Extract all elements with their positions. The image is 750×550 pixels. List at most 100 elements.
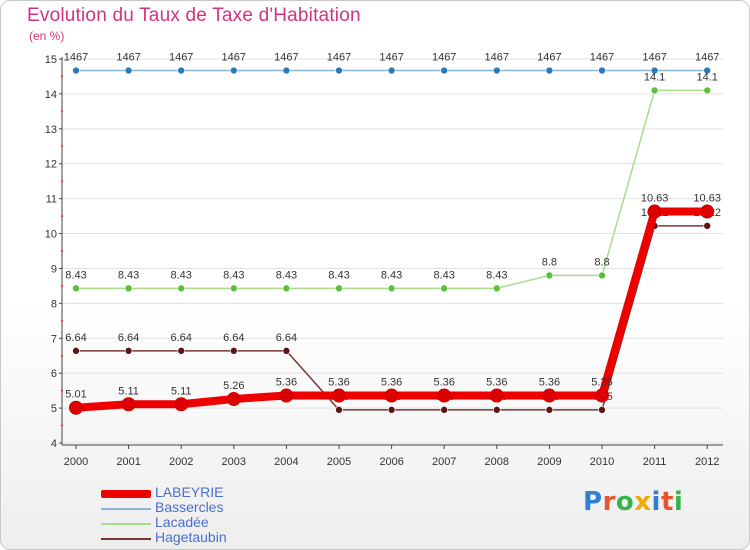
data-label-labeyrie-2003: 5.26 — [223, 380, 244, 392]
y-minor-tick — [60, 145, 64, 148]
y-minor-tick — [60, 249, 64, 253]
data-point-hagetaubin-2010 — [598, 406, 606, 414]
data-point-bassercles-2008 — [492, 66, 501, 75]
data-point-hagetaubin-2003 — [230, 347, 238, 355]
data-label-hagetaubin-2002: 6.64 — [170, 332, 191, 344]
logo-letter: i — [651, 487, 661, 517]
series-line-lacade — [75, 89, 708, 290]
data-label-lacade-2004: 8.43 — [276, 269, 297, 281]
x-tick-label-2004: 2004 — [274, 456, 298, 468]
data-point-lacade-2011 — [650, 86, 659, 95]
y-minor-tick — [60, 319, 64, 323]
data-label-labeyrie-2012: 10.63 — [693, 193, 721, 205]
data-point-labeyrie-2004 — [279, 388, 294, 403]
logo-letter: x — [634, 487, 652, 517]
x-tick-label-2000: 2000 — [64, 456, 88, 468]
legend-label-hagetaubin: Hagetaubin — [155, 529, 227, 545]
x-tick-label-2001: 2001 — [116, 456, 140, 468]
data-label-hagetaubin-2004: 6.64 — [276, 332, 297, 344]
x-tick-label-2008: 2008 — [485, 456, 509, 468]
legend-label-lacadee: Lacadée — [155, 514, 209, 530]
data-label-lacade-2006: 8.43 — [381, 269, 402, 281]
data-label-lacade-2001: 8.43 — [118, 269, 139, 281]
data-point-lacade-2012 — [703, 86, 712, 95]
data-label-labeyrie-2006: 5.36 — [381, 377, 402, 389]
data-label-labeyrie-2004: 5.36 — [276, 377, 297, 389]
data-point-bassercles-2007 — [440, 66, 449, 75]
data-point-labeyrie-2005 — [332, 388, 346, 403]
data-point-bassercles-2009 — [545, 66, 554, 75]
logo-letter: o — [615, 487, 635, 517]
data-label-lacade-2005: 8.43 — [328, 269, 349, 281]
y-tick-label-5: 5 — [51, 403, 57, 415]
x-tick-label-2012: 2012 — [695, 456, 719, 468]
y-minor-tick — [60, 389, 64, 392]
proxiti-logo: Proxiti — [583, 487, 683, 517]
data-point-lacade-2002 — [177, 284, 185, 293]
data-label-hagetaubin-2000: 6.64 — [65, 332, 86, 344]
chart-title: Evolution du Taux de Taxe d'Habitation — [27, 5, 361, 26]
data-label-bassercles-2010: 1467 — [590, 52, 614, 64]
data-point-labeyrie-2011 — [647, 204, 662, 219]
data-label-labeyrie-2001: 5.11 — [118, 385, 139, 397]
data-label-bassercles-2011: 1467 — [642, 52, 666, 64]
data-label-bassercles-2002: 1467 — [169, 52, 193, 64]
y-tick-label-9: 9 — [51, 263, 57, 275]
logo-letter: t — [660, 487, 674, 517]
data-label-labeyrie-2002: 5.11 — [171, 385, 192, 397]
data-label-lacade-2011: 14.1 — [644, 71, 665, 83]
data-point-hagetaubin-2009 — [545, 406, 554, 414]
legend-label-labeyrie: LABEYRIE — [155, 484, 224, 500]
data-point-bassercles-2001 — [124, 66, 133, 75]
data-label-lacade-2009: 8.8 — [542, 256, 557, 268]
x-tick-label-2009: 2009 — [537, 456, 561, 468]
data-point-lacade-2004 — [282, 284, 291, 293]
data-label-lacade-2008: 8.43 — [486, 269, 507, 281]
data-label-lacade-2010: 8.8 — [594, 256, 609, 268]
x-tick-label-2011: 2011 — [643, 456, 667, 468]
data-point-bassercles-2006 — [387, 66, 396, 75]
data-point-labeyrie-2012 — [700, 204, 715, 219]
data-label-labeyrie-2009: 5.36 — [539, 377, 560, 389]
data-point-lacade-2008 — [492, 284, 501, 293]
data-label-lacade-2002: 8.43 — [170, 269, 191, 281]
x-tick-label-2010: 2010 — [590, 456, 614, 468]
data-point-bassercles-2003 — [230, 66, 238, 75]
data-label-lacade-2003: 8.43 — [223, 269, 244, 281]
data-point-hagetaubin-2008 — [492, 406, 501, 414]
y-tick-label-11: 11 — [46, 194, 57, 206]
x-tick-label-2003: 2003 — [222, 456, 246, 468]
data-point-lacade-2010 — [598, 271, 606, 280]
data-label-labeyrie-2007: 5.36 — [433, 377, 454, 389]
data-point-hagetaubin-2005 — [335, 406, 343, 414]
data-label-bassercles-2000: 1467 — [64, 52, 88, 64]
data-point-labeyrie-2000 — [69, 400, 83, 415]
x-tick-label-2005: 2005 — [327, 456, 351, 468]
data-label-hagetaubin-2001: 6.64 — [118, 332, 139, 344]
data-point-labeyrie-2009 — [542, 388, 557, 403]
data-label-bassercles-2008: 1467 — [485, 52, 509, 64]
y-minor-tick — [60, 110, 64, 113]
data-point-lacade-2003 — [230, 284, 238, 293]
data-point-hagetaubin-2007 — [440, 406, 449, 414]
data-label-bassercles-2012: 1467 — [695, 52, 719, 64]
data-label-bassercles-2006: 1467 — [379, 52, 403, 64]
data-label-hagetaubin-2003: 6.64 — [223, 332, 244, 344]
data-label-labeyrie-2005: 5.36 — [328, 377, 349, 389]
data-point-labeyrie-2007 — [437, 388, 452, 403]
data-label-bassercles-2007: 1467 — [432, 52, 456, 64]
y-tick-label-12: 12 — [45, 159, 57, 171]
y-tick-label-7: 7 — [51, 333, 57, 345]
y-minor-tick — [60, 214, 64, 218]
y-minor-tick — [60, 354, 64, 357]
legend-label-bassercles: Bassercles — [155, 499, 224, 515]
data-label-bassercles-2001: 1467 — [116, 52, 140, 64]
legend-swatch-labeyrie — [101, 490, 151, 498]
data-point-labeyrie-2010 — [595, 388, 609, 403]
y-tick-label-4: 4 — [51, 438, 57, 450]
logo-letter: P — [583, 487, 603, 517]
y-axis-unit: (en %) — [29, 29, 65, 43]
y-minor-tick — [60, 75, 64, 78]
